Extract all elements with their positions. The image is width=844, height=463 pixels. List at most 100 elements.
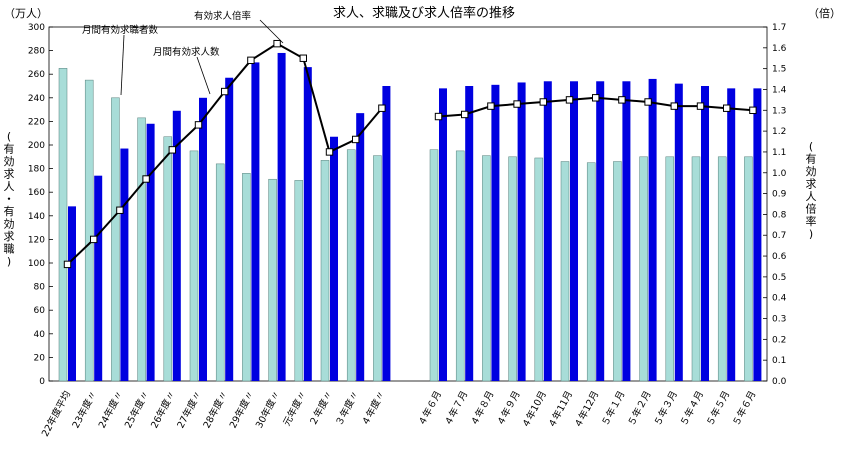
ratio-point: [299, 54, 308, 62]
left-tick-label: 0: [39, 377, 45, 387]
left-axis-label-char: 効: [4, 217, 15, 231]
right-tick-label: 1.2: [772, 127, 786, 137]
bar-jobseekers: [560, 161, 570, 382]
bar-openings: [277, 52, 286, 382]
bar-jobseekers: [429, 149, 439, 382]
left-tick-label: 100: [28, 259, 45, 269]
left-axis-label-char: 求: [4, 168, 15, 181]
left-axis-label-char: 求: [4, 230, 15, 243]
x-tick-label: 26年度〃: [148, 389, 178, 430]
series-jobseekers: [58, 68, 753, 382]
left-tick-label: 180: [28, 165, 45, 175]
x-tick-label: 25年度〃: [122, 389, 152, 430]
left-tick-label: 220: [28, 117, 45, 127]
right-tick-label: 0.3: [772, 315, 786, 325]
bar-openings: [68, 206, 76, 381]
annotation-ratio: 有効求人倍率: [194, 10, 252, 22]
x-tick-label: ４年７月: [442, 389, 470, 428]
bar-openings: [439, 88, 447, 382]
ratio-point: [194, 121, 203, 129]
x-tick-label: ３年度〃: [333, 389, 361, 428]
bar-jobseekers: [320, 160, 330, 382]
x-tick-label: ５年３月: [652, 389, 680, 428]
left-axis: 0 20 40 60 80 100 120 140 160 180 200 220 240 260 280 3…: [28, 23, 53, 387]
bar-jobseekers: [639, 156, 648, 382]
x-tick-label: ４年６月: [416, 389, 444, 428]
series-ratio: [63, 39, 757, 269]
right-axis-label-char: 効: [806, 164, 817, 178]
x-tick-label: ４年度〃: [359, 389, 387, 428]
right-tick-label: 1.4: [772, 85, 787, 95]
ratio-point: [63, 260, 72, 269]
x-tick-label: ４年12月: [572, 389, 602, 430]
x-tick-label: 元年度〃: [281, 389, 309, 428]
bar-jobseekers: [508, 156, 517, 382]
ratio-point: [90, 235, 98, 244]
bar-jobseekers: [163, 136, 173, 382]
bar-jobseekers: [242, 173, 251, 382]
x-tick-label: ５年４月: [678, 389, 706, 428]
ratio-point: [618, 96, 626, 104]
bar-openings: [596, 81, 605, 381]
left-axis-label-char: 人: [4, 180, 15, 193]
left-tick-label: 300: [28, 23, 45, 33]
ratio-point: [513, 100, 521, 108]
ratio-point: [378, 104, 386, 112]
x-tick-label: ２年度〃: [307, 389, 335, 428]
bar-openings: [172, 110, 181, 381]
right-axis-label-char: ): [809, 228, 813, 241]
right-tick-label: 0.0: [772, 377, 787, 387]
right-tick-label: 0.4: [772, 294, 787, 304]
left-tick-label: 240: [28, 94, 45, 104]
right-tick-label: 0.1: [772, 356, 786, 366]
bar-jobseekers: [534, 157, 544, 382]
bar-openings: [517, 82, 526, 382]
bar-jobseekers: [215, 163, 225, 382]
x-tick-label: ５年５月: [704, 389, 732, 428]
bar-openings: [701, 86, 709, 381]
ratio-point: [565, 96, 574, 104]
ratio-point: [434, 112, 443, 121]
bar-jobseekers: [294, 180, 304, 382]
left-axis-label: (有効求人・有効求職): [4, 130, 15, 268]
bar-jobseekers: [717, 156, 727, 382]
left-tick-label: 280: [28, 47, 45, 57]
bar-openings: [622, 81, 631, 381]
left-axis-label-char: 有: [4, 142, 15, 156]
ratio-point: [644, 98, 652, 106]
x-tick-label: 27年度〃: [174, 389, 204, 430]
left-tick-label: 160: [28, 188, 45, 198]
bar-jobseekers: [137, 117, 146, 382]
right-axis-unit: （倍）: [808, 6, 841, 20]
bar-jobseekers: [58, 68, 68, 382]
left-tick-label: 140: [28, 212, 45, 222]
bar-jobseekers: [268, 178, 277, 382]
annotation-jobseekers: 月間有効求職者数: [82, 24, 159, 36]
x-axis: 22年度平均23年度〃24年度〃25年度〃26年度〃27年度〃28年度〃29年度…: [39, 389, 759, 439]
x-tick-label: ４年11月: [545, 389, 575, 430]
ratio-point: [273, 39, 281, 48]
left-axis-label-char: (: [7, 130, 11, 143]
x-tick-label: ４年９月: [494, 389, 522, 428]
bar-openings: [303, 67, 312, 382]
bar-jobseekers: [613, 161, 622, 382]
bar-openings: [356, 113, 365, 381]
bar-jobseekers: [189, 150, 199, 382]
bar-openings: [491, 84, 500, 381]
right-tick-label: 1.7: [772, 23, 786, 33]
bar-openings: [146, 123, 155, 381]
bar-jobseekers: [744, 156, 753, 382]
x-tick-label: ５年１月: [599, 389, 627, 428]
right-axis-label: (有効求人倍率): [806, 140, 817, 241]
annotation-leader-jobseekers: [120, 34, 125, 96]
ratio-point: [539, 98, 547, 106]
bar-jobseekers: [482, 155, 491, 382]
right-tick-label: 1.3: [772, 106, 786, 116]
bar-openings: [543, 81, 552, 381]
ratio-point: [352, 135, 360, 144]
ratio-point: [592, 94, 600, 102]
ratio-point: [723, 104, 731, 112]
x-tick-label: ５年６月: [730, 389, 758, 428]
ratio-point: [696, 102, 705, 110]
annotation-leader-openings: [196, 56, 211, 95]
